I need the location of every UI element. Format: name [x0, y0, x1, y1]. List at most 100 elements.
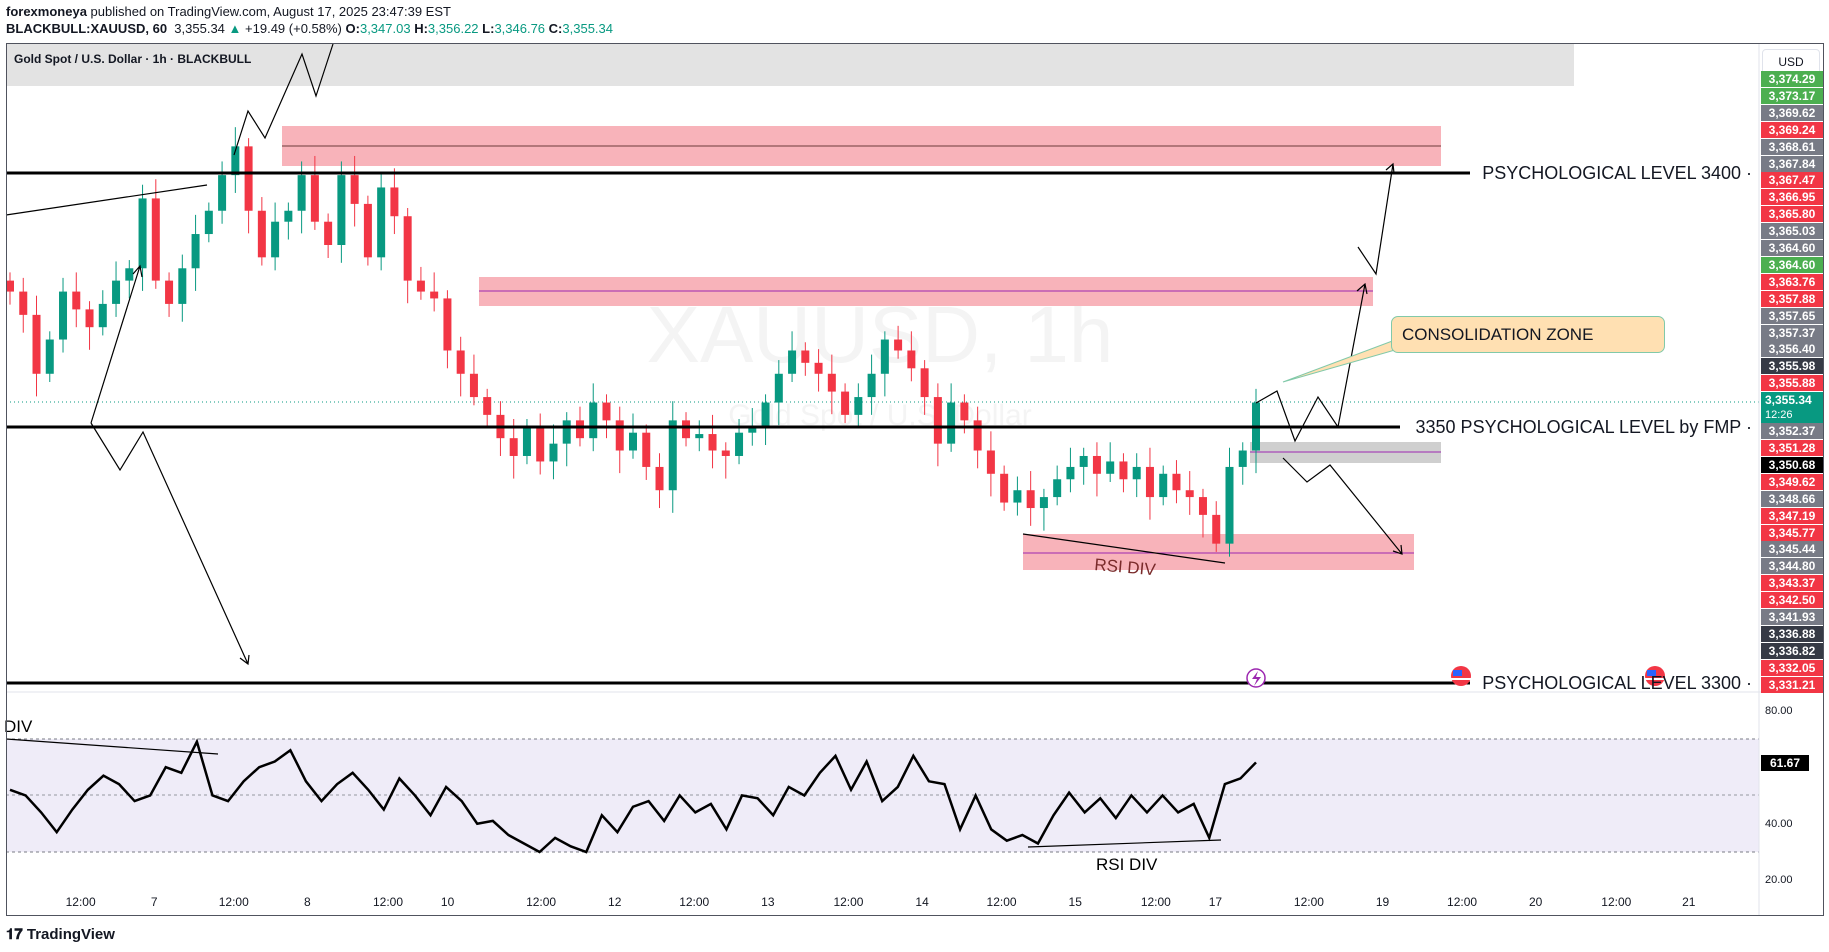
publisher-name[interactable]: forexmoneya: [6, 4, 87, 19]
us-flag-icon[interactable]: [1451, 666, 1471, 686]
div-left-text: DIV: [4, 717, 33, 736]
candle: [1159, 473, 1168, 498]
candle: [85, 309, 94, 328]
candle: [973, 420, 982, 451]
candle: [310, 175, 319, 222]
time-axis-label: 14: [915, 895, 929, 909]
time-axis-label: 12: [608, 895, 622, 909]
price-axis-label: 3,357.37: [1761, 324, 1823, 341]
price-axis-label: 3,332.05: [1761, 659, 1823, 676]
candle: [469, 373, 478, 398]
candle: [1225, 466, 1234, 544]
open-value: 3,347.03: [359, 21, 411, 36]
candle: [1172, 473, 1181, 491]
symbol: BLACKBULL:XAUUSD, 60: [6, 21, 168, 36]
candle: [1212, 514, 1221, 544]
up-arrow-path[interactable]: [90, 264, 143, 424]
zigzag-path[interactable]: [233, 43, 334, 156]
candle: [1066, 466, 1075, 480]
candle: [536, 427, 545, 462]
price-axis-label: 3,345.77: [1761, 524, 1823, 541]
bullish-scenario-path-2[interactable]: [1357, 162, 1395, 276]
candle: [920, 368, 929, 398]
time-axis-label: 7: [150, 895, 158, 909]
open-label: O:: [345, 21, 360, 36]
price-axis-label: 3,355.98: [1761, 358, 1823, 375]
time-axis-label: 12:00: [1601, 895, 1632, 909]
candle: [1185, 490, 1194, 498]
time-axis-label: 12:00: [218, 895, 249, 909]
candle: [1079, 455, 1088, 467]
candle: [284, 210, 293, 222]
time-axis-label: 21: [1682, 895, 1696, 909]
lightning-icon[interactable]: [1246, 668, 1266, 688]
consolidation-callout[interactable]: CONSOLIDATION ZONE: [1391, 316, 1665, 353]
chart-legend-title[interactable]: Gold Spot / U.S. Dollar · 1h · BLACKBULL: [14, 52, 252, 66]
candle: [363, 203, 372, 258]
price-axis-label: 3,363.76: [1761, 273, 1823, 290]
trend-line[interactable]: [5, 184, 208, 216]
candle: [735, 432, 744, 456]
price-axis-label: 3,364.60: [1761, 240, 1823, 256]
price-axis-label: 3,367.47: [1761, 172, 1823, 189]
price-axis-label: 3,331.21: [1761, 676, 1823, 693]
candle: [1145, 466, 1154, 498]
candle: [204, 210, 213, 235]
candle: [403, 216, 412, 281]
high-value: 3,356.22: [427, 21, 479, 36]
candle: [138, 198, 147, 269]
publish-info: forexmoneya published on TradingView.com…: [6, 4, 451, 19]
candle: [112, 280, 121, 304]
candle: [841, 391, 850, 415]
price-axis-label: 3,369.62: [1761, 104, 1823, 121]
price-axis-label: 3,349.62: [1761, 473, 1823, 490]
tradingview-logo[interactable]: 𝟏𝟕 TradingView: [6, 926, 115, 943]
candle: [218, 175, 227, 211]
rsi-div-line-left[interactable]: [5, 738, 219, 755]
candle: [615, 420, 624, 451]
candle: [231, 146, 240, 176]
candle: [1106, 461, 1115, 474]
candle: [19, 291, 28, 315]
candle: [629, 432, 637, 451]
candle: [1119, 461, 1128, 480]
candle: [562, 420, 571, 444]
price-axis-label: 3,356.40: [1761, 341, 1823, 358]
bearish-scenario-path[interactable]: [1282, 457, 1403, 555]
price-axis-label: 3,352.37: [1761, 423, 1823, 440]
price-axis-label: 3,355.88: [1761, 375, 1823, 392]
price-axis-label: 3,342.50: [1761, 592, 1823, 609]
price-axis-label: 3,344.80: [1761, 558, 1823, 575]
candle: [271, 221, 280, 258]
candle: [509, 438, 518, 456]
rsi-div-price-line[interactable]: [1022, 533, 1226, 564]
candle: [390, 187, 399, 217]
price-axis-label: 3,341.93: [1761, 609, 1823, 625]
candle: [483, 397, 492, 415]
candle: [960, 402, 969, 421]
branding-text: TradingView: [26, 926, 115, 943]
time-axis-label: 19: [1375, 895, 1390, 909]
candle: [257, 210, 266, 258]
price-axis-label: 3,374.29: [1761, 71, 1823, 87]
candle: [814, 362, 823, 374]
rsi-div-line[interactable]: [1027, 839, 1222, 848]
price-axis-label: 3,368.61: [1761, 138, 1823, 155]
bullish-scenario-path[interactable]: [1255, 282, 1368, 443]
price-axis-label: 3,345.44: [1761, 541, 1823, 558]
currency-button[interactable]: USD: [1762, 49, 1820, 75]
candle: [854, 397, 863, 415]
down-arrow-path[interactable]: [90, 422, 250, 666]
candle: [1039, 497, 1048, 509]
price-axis-label: 3,336.88: [1761, 625, 1823, 642]
chart-frame: [6, 43, 1824, 916]
candle: [297, 175, 306, 211]
candle: [1238, 450, 1247, 467]
zones: [282, 126, 1441, 570]
close-value: 3,355.34: [562, 21, 613, 36]
price-axis-label: 3,336.82: [1761, 642, 1823, 659]
us-flag-icon[interactable]: [1645, 666, 1665, 686]
legend-band: [6, 44, 1574, 86]
candle: [151, 198, 160, 281]
